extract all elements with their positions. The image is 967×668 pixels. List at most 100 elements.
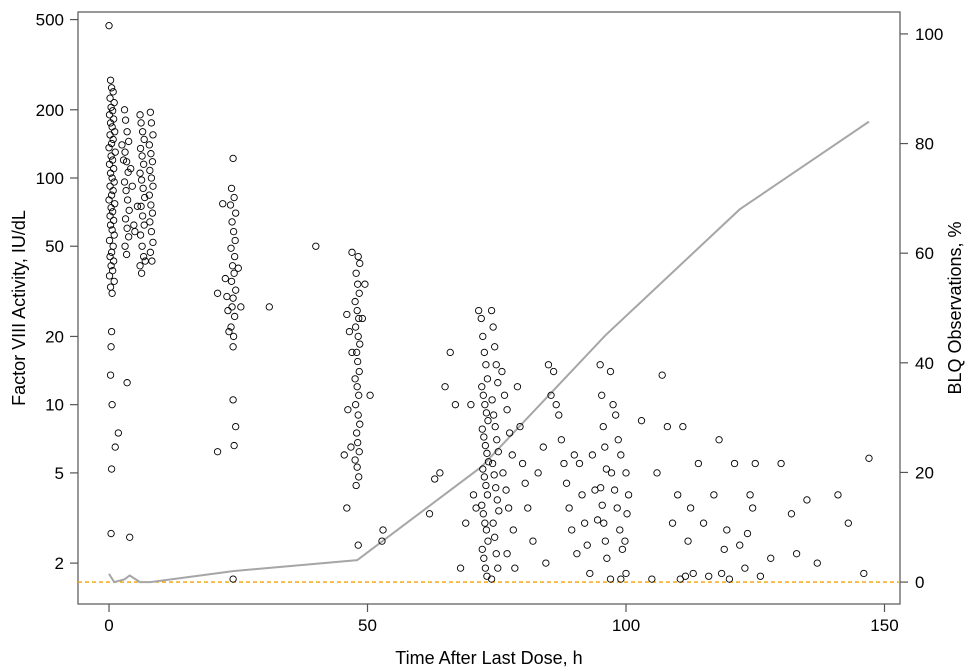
data-point bbox=[610, 486, 619, 494]
data-point bbox=[107, 327, 116, 336]
data-point bbox=[475, 306, 483, 315]
data-point bbox=[355, 314, 363, 323]
data-point bbox=[491, 422, 499, 431]
data-point bbox=[451, 401, 460, 409]
data-point bbox=[481, 441, 490, 450]
data-point bbox=[547, 391, 555, 399]
data-point bbox=[133, 202, 142, 210]
data-point bbox=[106, 371, 115, 379]
data-point bbox=[237, 303, 245, 311]
data-point bbox=[534, 469, 542, 477]
data-point bbox=[126, 533, 134, 541]
data-point bbox=[351, 401, 360, 409]
data-point bbox=[123, 196, 132, 204]
data-point bbox=[109, 88, 117, 96]
data-point bbox=[356, 340, 364, 348]
data-point bbox=[130, 221, 138, 229]
data-point bbox=[539, 443, 547, 451]
data-point bbox=[490, 471, 498, 479]
y-tick-label: 10 bbox=[45, 396, 64, 415]
data-point bbox=[481, 401, 489, 409]
data-point bbox=[479, 510, 487, 518]
data-point bbox=[137, 119, 145, 127]
data-point bbox=[136, 144, 145, 153]
data-point bbox=[351, 323, 360, 331]
data-point bbox=[106, 182, 114, 190]
data-point bbox=[343, 504, 351, 512]
data-point bbox=[516, 422, 524, 431]
data-point bbox=[111, 443, 119, 451]
x-tick-label: 0 bbox=[104, 616, 113, 635]
data-point bbox=[479, 332, 487, 341]
data-point bbox=[549, 367, 558, 376]
data-point bbox=[446, 348, 454, 357]
data-point bbox=[361, 280, 369, 288]
data-point bbox=[597, 484, 605, 492]
data-point bbox=[356, 420, 364, 428]
data-point bbox=[617, 575, 625, 583]
data-point bbox=[354, 357, 362, 366]
y-tick-label: 200 bbox=[36, 101, 64, 120]
data-point bbox=[500, 391, 509, 399]
data-point bbox=[351, 297, 359, 306]
data-point bbox=[229, 154, 237, 163]
data-point bbox=[736, 541, 744, 549]
data-point bbox=[105, 236, 114, 245]
data-point bbox=[480, 433, 488, 441]
data-point bbox=[265, 303, 273, 311]
data-point bbox=[127, 164, 135, 173]
data-point bbox=[684, 537, 692, 545]
data-point bbox=[111, 200, 119, 208]
data-point bbox=[616, 526, 624, 534]
data-point bbox=[107, 103, 115, 111]
data-point bbox=[593, 516, 602, 524]
data-point bbox=[106, 94, 114, 102]
data-point bbox=[137, 269, 146, 277]
data-point bbox=[568, 526, 576, 534]
data-point bbox=[366, 391, 374, 399]
data-point bbox=[487, 575, 496, 583]
data-point bbox=[488, 459, 497, 468]
data-point bbox=[469, 491, 478, 499]
data-point bbox=[108, 156, 117, 164]
y2-tick-label: 80 bbox=[915, 135, 934, 154]
data-point bbox=[637, 417, 646, 425]
data-point bbox=[488, 396, 496, 404]
data-point bbox=[146, 108, 155, 116]
data-point bbox=[653, 469, 661, 477]
data-point bbox=[482, 481, 490, 490]
data-point bbox=[580, 519, 589, 527]
data-point bbox=[503, 550, 511, 558]
data-point bbox=[125, 233, 133, 241]
data-point bbox=[494, 564, 502, 572]
data-point bbox=[557, 436, 566, 444]
data-point bbox=[230, 312, 239, 321]
data-point bbox=[431, 475, 439, 483]
data-point bbox=[229, 294, 237, 302]
data-point bbox=[865, 454, 873, 462]
data-point bbox=[356, 259, 364, 268]
data-point bbox=[149, 182, 157, 190]
data-point bbox=[123, 224, 131, 232]
data-point bbox=[354, 332, 362, 341]
data-point bbox=[107, 343, 115, 351]
data-point bbox=[578, 491, 586, 499]
x-axis-title: Time After Last Dose, h bbox=[395, 648, 582, 668]
points-layer bbox=[105, 22, 873, 583]
data-point bbox=[481, 519, 489, 527]
data-point bbox=[136, 262, 144, 270]
data-point bbox=[699, 519, 708, 527]
data-point bbox=[227, 323, 235, 331]
data-point bbox=[552, 401, 560, 409]
data-point bbox=[312, 242, 320, 250]
data-point bbox=[123, 128, 131, 136]
data-point bbox=[492, 361, 500, 369]
data-point bbox=[140, 160, 148, 168]
data-point bbox=[478, 425, 486, 433]
data-point bbox=[462, 519, 470, 527]
x-tick-label: 150 bbox=[870, 616, 898, 635]
data-point bbox=[227, 277, 236, 285]
data-point bbox=[529, 537, 537, 545]
data-point bbox=[555, 411, 563, 419]
data-point bbox=[787, 510, 796, 518]
